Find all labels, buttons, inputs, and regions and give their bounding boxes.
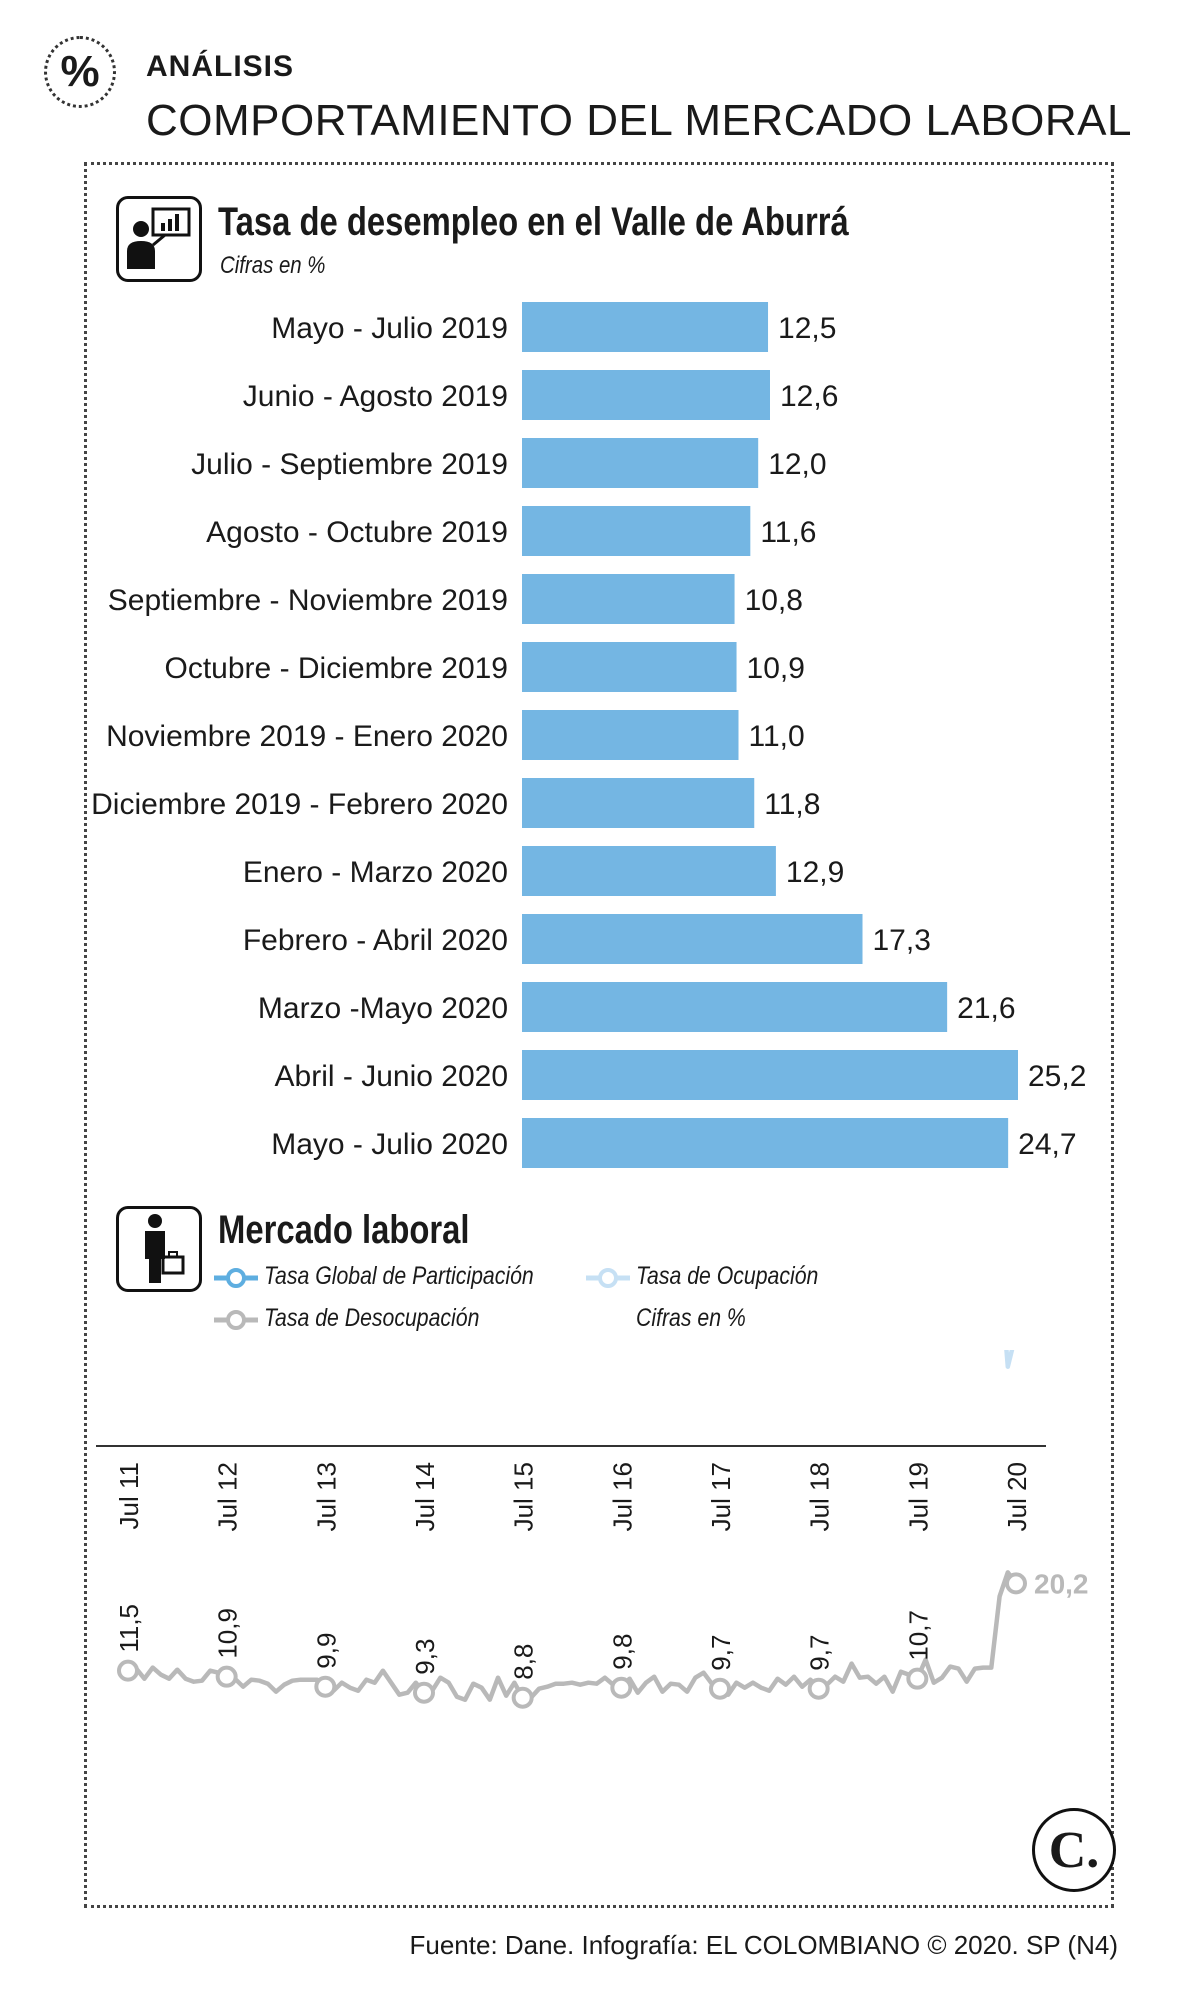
bar-value-label: 24,7 <box>1018 1128 1076 1161</box>
percent-logo-symbol: % <box>60 47 100 96</box>
point-label-desocupacion: 8,8 <box>509 1644 539 1680</box>
x-tick-label: Jul 17 <box>706 1462 736 1531</box>
labor-market-title: Mercado laboral <box>218 1208 470 1252</box>
bar-value-label: 12,0 <box>768 448 826 481</box>
bar-category-label: Octubre - Diciembre 2019 <box>165 652 508 685</box>
legend-label-ocupacion: Tasa de Ocupación <box>636 1262 819 1290</box>
bar <box>522 302 769 352</box>
series-line-ocupacion <box>1004 1350 1015 1369</box>
legend: Tasa Global de Participación Tasa de Ocu… <box>214 1262 1094 1342</box>
bar <box>522 846 776 896</box>
point-marker-desocupacion <box>413 1681 435 1704</box>
bar-value-label: 11,0 <box>749 720 805 753</box>
infographic-frame <box>84 162 1114 1908</box>
series-line-desocupacion <box>127 1570 1018 1702</box>
worker-briefcase-icon <box>116 1206 202 1292</box>
x-tick-label: Jul 14 <box>410 1462 440 1531</box>
bar <box>522 914 863 964</box>
legend-marker-ocupacion-icon <box>586 1268 630 1288</box>
bar-category-label: Agosto - Octubre 2019 <box>206 516 508 549</box>
bar-value-label: 10,9 <box>747 652 805 685</box>
point-marker-desocupacion <box>906 1667 929 1690</box>
point-label-desocupacion: 9,7 <box>805 1635 835 1671</box>
bar-value-label: 12,5 <box>778 312 836 345</box>
point-marker-desocupacion <box>1005 1572 1027 1595</box>
bar-value-label: 25,2 <box>1028 1060 1086 1093</box>
bar-value-label: 12,9 <box>786 856 844 889</box>
bar <box>522 370 770 420</box>
el-colombiano-logo: C. <box>1032 1808 1116 1892</box>
unemployment-bar-chart: Mayo - Julio 2019 12,5 Junio - Agosto 2019… <box>91 302 1086 1168</box>
legend-label-participacion: Tasa Global de Participación <box>264 1262 534 1290</box>
bar-category-label: Abril - Junio 2020 <box>275 1060 508 1093</box>
point-marker-desocupacion <box>511 1686 534 1709</box>
bar-category-label: Septiembre - Noviembre 2019 <box>108 584 508 617</box>
point-label-desocupacion: 10,7 <box>903 1610 933 1661</box>
x-tick-label: Jul 16 <box>607 1462 637 1531</box>
bar <box>522 574 735 624</box>
bar-value-label: 11,8 <box>764 788 820 821</box>
bar <box>522 438 759 488</box>
point-label-desocupacion: 9,9 <box>311 1633 341 1669</box>
point-label-desocupacion: 10,9 <box>213 1608 243 1659</box>
legend-label-desocupacion: Tasa de Desocupación <box>264 1304 480 1332</box>
bar <box>522 710 739 760</box>
point-marker-desocupacion <box>215 1665 238 1688</box>
point-marker-desocupacion <box>709 1677 731 1700</box>
x-tick-label: Jul 19 <box>903 1462 933 1531</box>
x-tick-label: Jul 11 <box>114 1462 144 1529</box>
point-marker-desocupacion <box>117 1659 139 1682</box>
x-tick-label: Jul 13 <box>311 1462 341 1531</box>
x-tick-label: Jul 18 <box>805 1462 835 1531</box>
point-marker-desocupacion <box>807 1677 830 1700</box>
presenter-chart-icon <box>116 196 202 282</box>
end-value-label-desocupacion: 20,2 <box>1034 1568 1089 1599</box>
bar-category-label: Julio - Septiembre 2019 <box>191 448 508 481</box>
source-credit: Fuente: Dane. Infografía: EL COLOMBIANO … <box>409 1930 1119 1960</box>
bar-category-label: Mayo - Julio 2019 <box>271 312 508 345</box>
point-label-desocupacion: 9,3 <box>410 1639 440 1675</box>
bar-chart-subtitle: Cifras en % <box>220 252 326 279</box>
page-title: COMPORTAMIENTO DEL MERCADO LABORAL <box>146 96 1132 145</box>
legend-marker-desocupacion-icon <box>214 1310 258 1330</box>
section-kicker: ANÁLISIS <box>146 50 295 83</box>
x-tick-label: Jul 15 <box>509 1462 539 1531</box>
point-label-desocupacion: 11,5 <box>114 1604 144 1653</box>
bar-value-label: 21,6 <box>957 992 1015 1025</box>
legend-marker-participacion-icon <box>214 1268 258 1288</box>
bar-category-label: Marzo -Mayo 2020 <box>258 992 508 1025</box>
bar <box>522 506 751 556</box>
bar-value-label: 12,6 <box>780 380 838 413</box>
bar <box>522 778 755 828</box>
point-label-desocupacion: 9,7 <box>706 1635 736 1671</box>
bar-category-label: Enero - Marzo 2020 <box>243 856 508 889</box>
point-marker-desocupacion <box>610 1676 633 1699</box>
bar-value-label: 17,3 <box>873 924 931 957</box>
bar-category-label: Mayo - Julio 2020 <box>271 1128 508 1161</box>
bar-value-label: 10,8 <box>745 584 803 617</box>
bar <box>522 642 737 692</box>
bar <box>522 1050 1018 1100</box>
x-tick-label: Jul 12 <box>213 1462 243 1531</box>
bar-category-label: Febrero - Abril 2020 <box>243 924 508 957</box>
bar <box>522 982 948 1032</box>
line-chart-subtitle: Cifras en % <box>636 1304 746 1332</box>
bar-category-label: Noviembre 2019 - Enero 2020 <box>106 720 508 753</box>
percent-logo-icon: % <box>44 36 116 108</box>
point-marker-desocupacion <box>314 1675 337 1698</box>
bar-chart-title: Tasa de desempleo en el Valle de Aburrá <box>218 200 849 244</box>
x-tick-label: Jul 20 <box>1002 1462 1032 1531</box>
bar-category-label: Diciembre 2019 - Febrero 2020 <box>91 788 508 821</box>
labor-market-line-chart: 63,364,264,163,564,063,663,763,663,056,5… <box>96 1350 1089 1709</box>
bar-value-label: 11,6 <box>760 516 816 549</box>
point-label-desocupacion: 9,8 <box>607 1634 637 1670</box>
bar <box>522 1118 1009 1168</box>
bar-category-label: Junio - Agosto 2019 <box>243 380 508 413</box>
brand-logo-text: C. <box>1048 1821 1100 1879</box>
